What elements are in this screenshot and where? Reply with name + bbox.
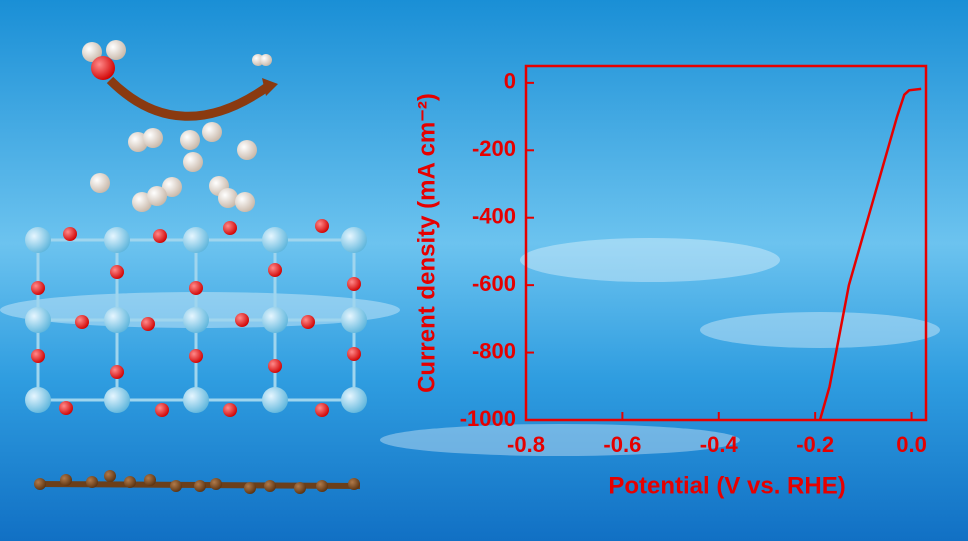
plot-frame [524,64,928,422]
y-tick-label: -400 [472,204,516,229]
y-tick-label: -600 [472,271,516,296]
y-axis-label: Current density (mA cm⁻²) [413,93,440,393]
y-tick-label: -1000 [460,406,516,431]
chart: Potential (V vs. RHE) Current density (m… [413,64,928,499]
x-axis-label: Potential (V vs. RHE) [608,472,845,499]
data-line [818,87,922,421]
x-tick-label: -0.2 [796,432,834,457]
y-tick-label: -200 [472,136,516,161]
y-tick-label: -800 [472,338,516,363]
x-tick-label: -0.4 [700,432,739,457]
y-tick-label: 0 [504,69,516,94]
x-tick-label: -0.8 [507,432,545,457]
arrow-head [262,78,278,96]
x-tick-label: 0.0 [896,432,927,457]
reaction-arrow [106,76,273,121]
x-tick-label: -0.6 [603,432,641,457]
molecular-illustration [25,40,367,494]
